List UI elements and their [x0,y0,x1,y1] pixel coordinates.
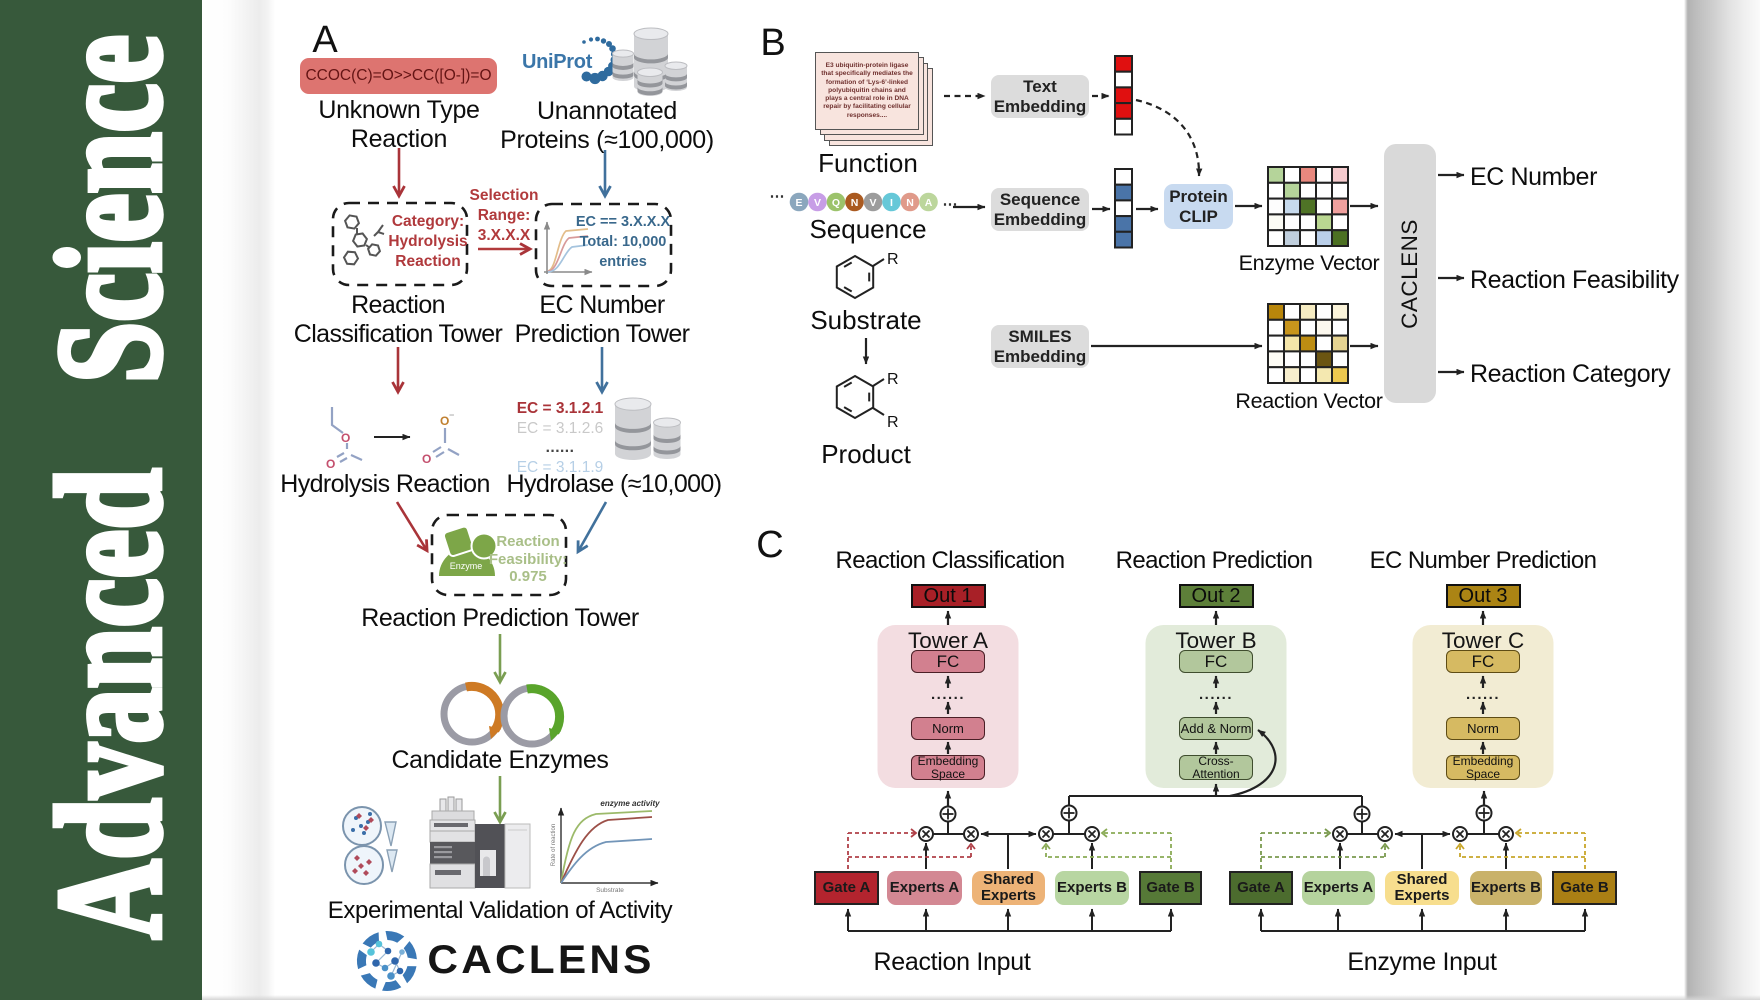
svg-text:A: A [925,197,933,209]
svg-text:O: O [341,431,350,445]
svg-text:V: V [869,197,876,209]
svg-text:Enzyme: Enzyme [450,561,483,571]
svg-text:R: R [887,414,899,431]
svg-text:Rate of reaction: Rate of reaction [551,824,557,866]
svg-text:−: − [449,410,454,420]
svg-text:E: E [795,197,802,209]
svg-text:O: O [326,457,335,471]
svg-text:enzyme activity: enzyme activity [600,799,660,808]
svg-text:Q: Q [832,197,840,209]
svg-text:I: I [890,197,893,209]
svg-text:O: O [422,452,431,466]
svg-text:R: R [887,371,899,388]
svg-text:Substrate: Substrate [596,887,624,894]
svg-text:V: V [814,197,821,209]
svg-text:N: N [851,197,859,209]
svg-text:R: R [887,251,899,268]
svg-text:N: N [906,197,914,209]
svg-text:O: O [440,414,449,428]
